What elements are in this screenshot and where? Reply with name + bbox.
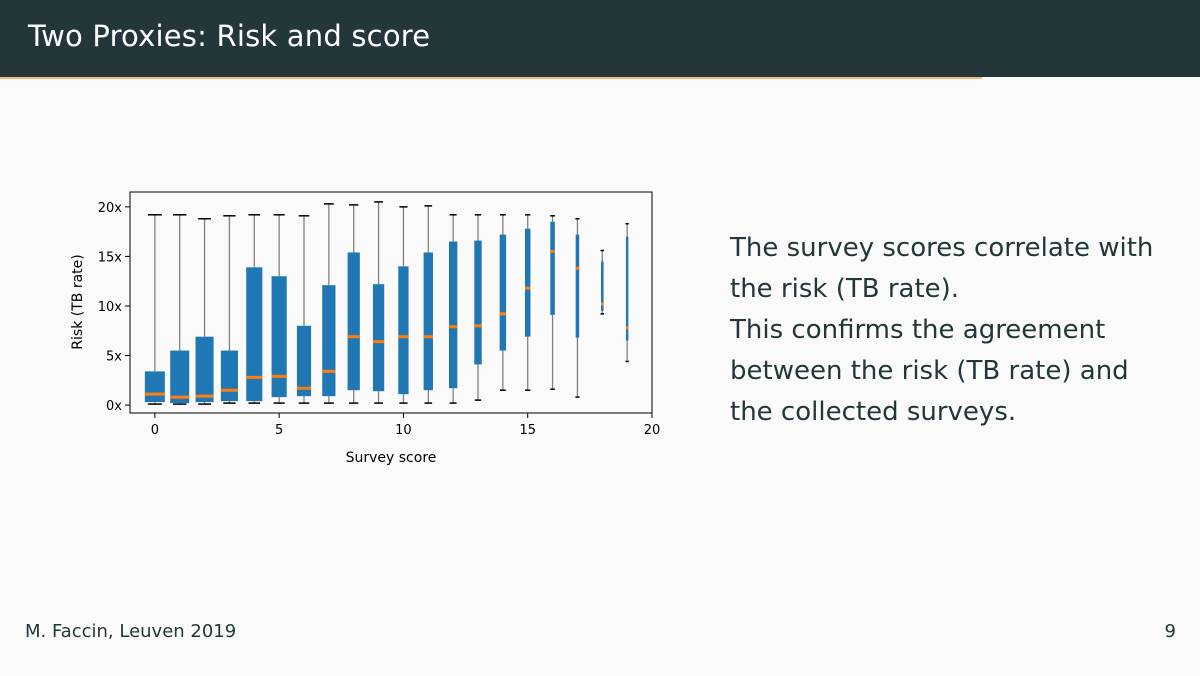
box-group-12 — [448, 214, 458, 404]
box-iqr — [474, 240, 482, 365]
box-iqr — [347, 252, 360, 391]
box-iqr — [296, 325, 312, 397]
boxplot-chart: 0 5 10 15 20 0x 5x 10x 15x 20x Survey score Risk… — [60, 182, 680, 486]
box-group-10 — [398, 206, 409, 404]
box-group-9 — [372, 201, 385, 404]
x-tick-label: 0 — [151, 423, 159, 438]
x-tick-label: 5 — [275, 423, 283, 438]
box-iqr — [170, 350, 190, 404]
y-tick-label: 20x — [98, 201, 123, 216]
box-group-1 — [170, 214, 190, 405]
box-iqr — [625, 236, 629, 341]
box-group-2 — [195, 218, 214, 405]
box-group-4 — [246, 214, 263, 404]
x-tick-label: 15 — [519, 423, 536, 438]
box-group-7 — [322, 203, 336, 404]
box-group-18 — [600, 249, 605, 315]
x-tick-label: 20 — [644, 423, 661, 438]
box-iqr — [195, 336, 214, 403]
body-line-1: The survey scores correlate with the ris… — [730, 233, 1154, 304]
box-iqr — [423, 252, 433, 391]
box-iqr — [575, 234, 580, 338]
box-iqr — [550, 221, 555, 315]
box-group-8 — [347, 204, 360, 404]
box-iqr — [271, 276, 287, 398]
box-group-13 — [474, 214, 482, 401]
box-group-19 — [625, 222, 629, 363]
y-tick-label: 0x — [106, 399, 122, 414]
page-number: 9 — [1164, 621, 1176, 642]
plot-frame — [129, 191, 653, 414]
y-axis-label: Risk (TB rate) — [70, 254, 86, 349]
box-iqr — [372, 284, 385, 392]
body-text: The survey scores correlate with the ris… — [730, 228, 1170, 433]
x-axis-label: Survey score — [346, 450, 437, 466]
box-group-16 — [550, 215, 555, 390]
header-accent-rule — [0, 77, 982, 79]
box-group-14 — [499, 214, 507, 391]
box-iqr — [398, 266, 409, 395]
y-tick-label: 10x — [98, 300, 123, 315]
box-group-17 — [575, 218, 580, 398]
box-iqr — [524, 228, 531, 337]
box-iqr — [246, 267, 263, 402]
header-bar: Two Proxies: Risk and score — [0, 0, 1200, 77]
box-iqr — [448, 241, 458, 389]
boxes-layer — [144, 201, 629, 405]
y-tick-label: 15x — [98, 250, 123, 265]
box-iqr — [144, 371, 165, 403]
y-ticks: 0x 5x 10x 15x 20x — [98, 201, 130, 414]
box-group-3 — [220, 215, 238, 404]
box-iqr — [220, 350, 238, 402]
box-group-0 — [144, 214, 165, 405]
boxplot-svg: 0 5 10 15 20 0x 5x 10x 15x 20x Survey score Risk… — [70, 191, 661, 466]
box-iqr — [601, 261, 604, 311]
box-iqr — [499, 234, 507, 351]
box-group-6 — [296, 215, 312, 404]
box-iqr — [322, 285, 336, 397]
box-group-11 — [423, 205, 433, 404]
x-ticks: 0 5 10 15 20 — [151, 413, 661, 438]
body-line-2: This confirms the agreement between the … — [730, 315, 1129, 427]
footer-author: M. Faccin, Leuven 2019 — [25, 621, 237, 642]
box-group-5 — [271, 214, 287, 404]
box-group-15 — [524, 214, 531, 391]
x-tick-label: 10 — [395, 423, 412, 438]
y-tick-label: 5x — [106, 350, 122, 365]
slide-title: Two Proxies: Risk and score — [28, 19, 431, 53]
